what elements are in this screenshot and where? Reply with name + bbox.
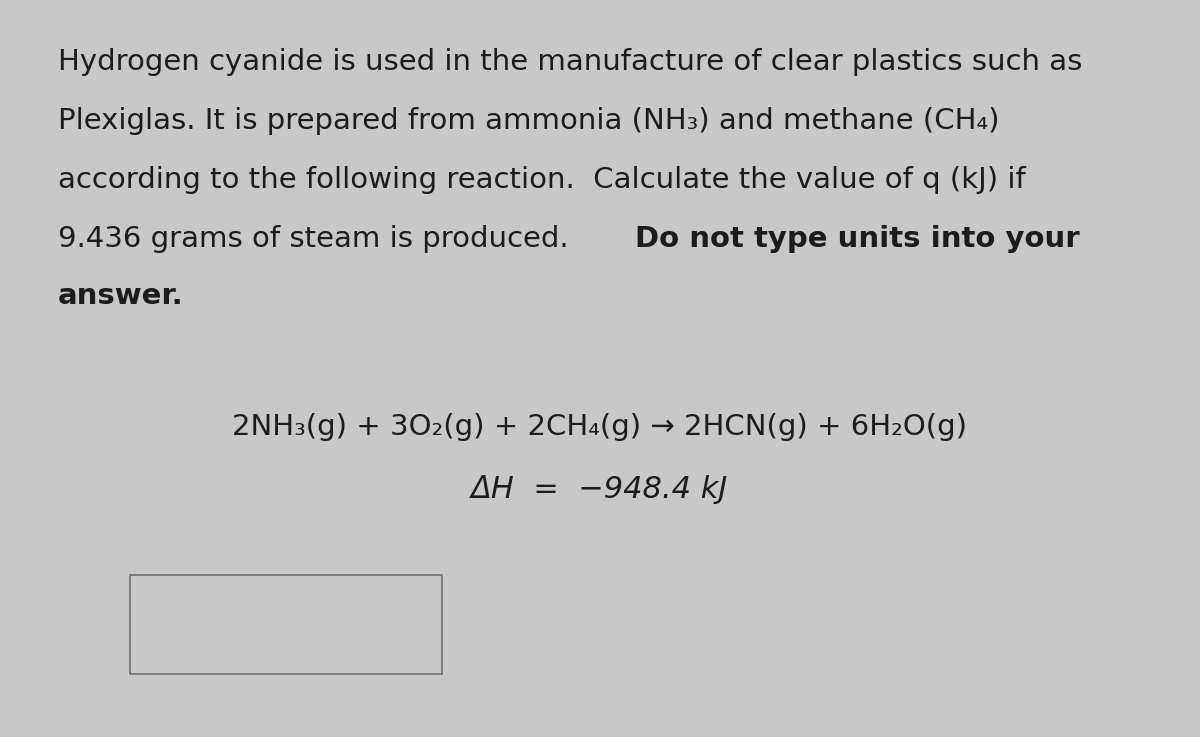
Text: Plexiglas. It is prepared from ammonia (NH₃) and methane (CH₄): Plexiglas. It is prepared from ammonia (… — [58, 107, 1000, 135]
Text: Hydrogen cyanide is used in the manufacture of clear plastics such as: Hydrogen cyanide is used in the manufact… — [58, 48, 1082, 76]
Text: according to the following reaction.  Calculate the value of q (kJ) if: according to the following reaction. Cal… — [58, 166, 1025, 194]
Text: ΔH  =  −948.4 kJ: ΔH = −948.4 kJ — [472, 475, 728, 504]
Text: Do not type units into your: Do not type units into your — [635, 225, 1080, 253]
Bar — [130, 575, 442, 674]
Text: answer.: answer. — [58, 282, 184, 310]
Text: 9.436 grams of steam is produced.: 9.436 grams of steam is produced. — [58, 225, 587, 253]
Text: 2NH₃(g) + 3O₂(g) + 2CH₄(g) → 2HCN(g) + 6H₂O(g): 2NH₃(g) + 3O₂(g) + 2CH₄(g) → 2HCN(g) + 6… — [233, 413, 967, 441]
